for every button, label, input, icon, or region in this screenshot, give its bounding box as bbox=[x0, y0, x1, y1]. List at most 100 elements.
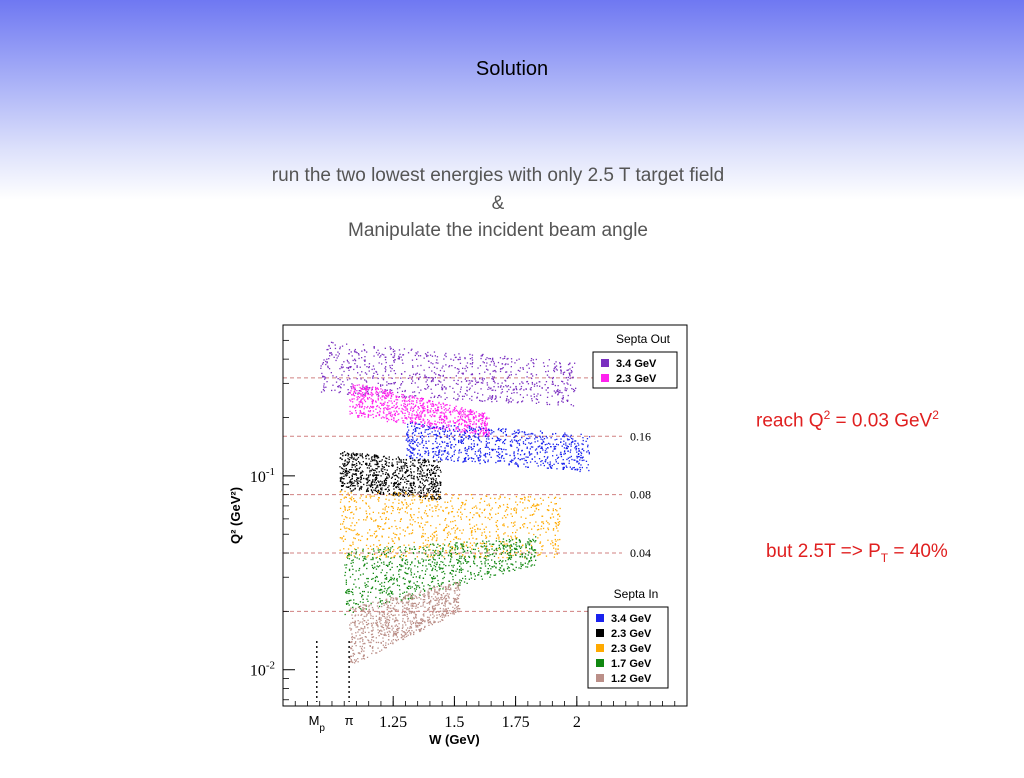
scatter-point bbox=[393, 579, 395, 581]
scatter-point bbox=[498, 453, 500, 456]
scatter-point bbox=[525, 388, 527, 390]
scatter-point bbox=[439, 369, 442, 372]
scatter-point bbox=[423, 410, 425, 412]
scatter-point bbox=[438, 494, 440, 496]
scatter-point bbox=[355, 406, 357, 409]
scatter-point bbox=[416, 585, 418, 587]
scatter-point bbox=[346, 343, 348, 345]
scatter-point bbox=[431, 499, 433, 501]
scatter-point bbox=[456, 368, 459, 370]
scatter-point bbox=[420, 364, 422, 367]
scatter-point bbox=[373, 469, 375, 471]
scatter-point bbox=[384, 359, 387, 361]
scatter-point bbox=[405, 555, 407, 557]
scatter-point bbox=[489, 518, 491, 521]
scatter-point bbox=[436, 410, 438, 412]
scatter-point bbox=[500, 553, 502, 555]
scatter-point bbox=[488, 438, 490, 440]
scatter-point bbox=[497, 535, 499, 537]
scatter-point bbox=[425, 513, 428, 515]
scatter-point bbox=[392, 356, 394, 358]
scatter-point bbox=[533, 525, 535, 527]
scatter-point bbox=[501, 368, 503, 370]
scatter-point bbox=[536, 529, 539, 531]
scatter-point bbox=[406, 433, 409, 436]
scatter-point bbox=[491, 432, 493, 434]
scatter-point bbox=[469, 410, 471, 412]
scatter-point bbox=[341, 345, 344, 347]
scatter-point bbox=[511, 392, 513, 394]
scatter-point bbox=[375, 477, 377, 479]
scatter-point bbox=[386, 457, 388, 460]
scatter-point bbox=[472, 423, 474, 426]
scatter-point bbox=[434, 568, 436, 571]
scatter-point bbox=[474, 428, 476, 431]
scatter-point bbox=[499, 440, 501, 442]
scatter-point bbox=[343, 465, 345, 467]
scatter-point bbox=[368, 366, 370, 369]
scatter-point bbox=[352, 559, 354, 561]
scatter-point bbox=[528, 532, 530, 534]
scatter-point bbox=[357, 461, 360, 463]
scatter-point bbox=[464, 432, 466, 434]
scatter-point bbox=[470, 438, 472, 440]
scatter-point bbox=[392, 583, 394, 585]
scatter-point bbox=[580, 433, 582, 435]
scatter-point bbox=[417, 571, 419, 573]
scatter-point bbox=[519, 547, 522, 549]
scatter-point bbox=[534, 555, 536, 557]
scatter-point bbox=[419, 577, 421, 579]
scatter-point bbox=[398, 502, 400, 504]
scatter-point bbox=[569, 466, 571, 468]
scatter-point bbox=[426, 465, 428, 467]
scatter-point bbox=[383, 492, 385, 495]
scatter-point bbox=[458, 370, 460, 373]
scatter-point bbox=[434, 551, 436, 553]
scatter-point bbox=[469, 523, 471, 525]
scatter-point bbox=[435, 486, 437, 488]
scatter-point bbox=[509, 440, 512, 443]
scatter-point bbox=[409, 465, 411, 467]
scatter-point bbox=[442, 365, 444, 367]
scatter-point bbox=[526, 394, 528, 396]
scatter-point bbox=[466, 414, 468, 417]
scatter-point bbox=[382, 484, 384, 487]
scatter-point bbox=[394, 353, 396, 355]
scatter-point bbox=[530, 559, 533, 562]
scatter-point bbox=[486, 571, 488, 573]
scatter-point bbox=[403, 492, 405, 494]
scatter-point bbox=[575, 445, 577, 448]
scatter-point bbox=[423, 492, 425, 494]
scatter-point bbox=[547, 365, 549, 367]
scatter-point bbox=[331, 389, 333, 392]
scatter-point bbox=[406, 438, 408, 440]
scatter-point bbox=[524, 499, 526, 501]
scatter-point bbox=[395, 494, 397, 496]
scatter-point bbox=[387, 506, 390, 508]
scatter-point bbox=[375, 487, 377, 489]
scatter-point bbox=[481, 420, 483, 422]
scatter-point bbox=[475, 422, 477, 425]
scatter-point bbox=[488, 386, 490, 388]
scatter-point bbox=[462, 419, 464, 422]
scatter-point bbox=[485, 425, 487, 427]
scatter-point bbox=[391, 525, 393, 528]
scatter-point bbox=[489, 514, 491, 516]
scatter-point bbox=[349, 488, 351, 490]
scatter-point bbox=[357, 393, 359, 395]
scatter-point bbox=[444, 417, 446, 419]
scatter-point bbox=[417, 398, 419, 400]
scatter-point bbox=[441, 571, 443, 573]
scatter-point bbox=[404, 409, 406, 411]
scatter-point bbox=[548, 376, 550, 378]
scatter-point bbox=[416, 457, 418, 459]
scatter-point bbox=[413, 541, 415, 544]
scatter-point bbox=[478, 572, 480, 574]
scatter-point bbox=[496, 440, 498, 442]
scatter-point bbox=[521, 553, 524, 555]
scatter-point bbox=[464, 457, 466, 459]
scatter-point bbox=[358, 519, 360, 521]
scatter-point bbox=[503, 541, 505, 543]
scatter-point bbox=[418, 373, 421, 375]
scatter-point bbox=[501, 382, 503, 384]
